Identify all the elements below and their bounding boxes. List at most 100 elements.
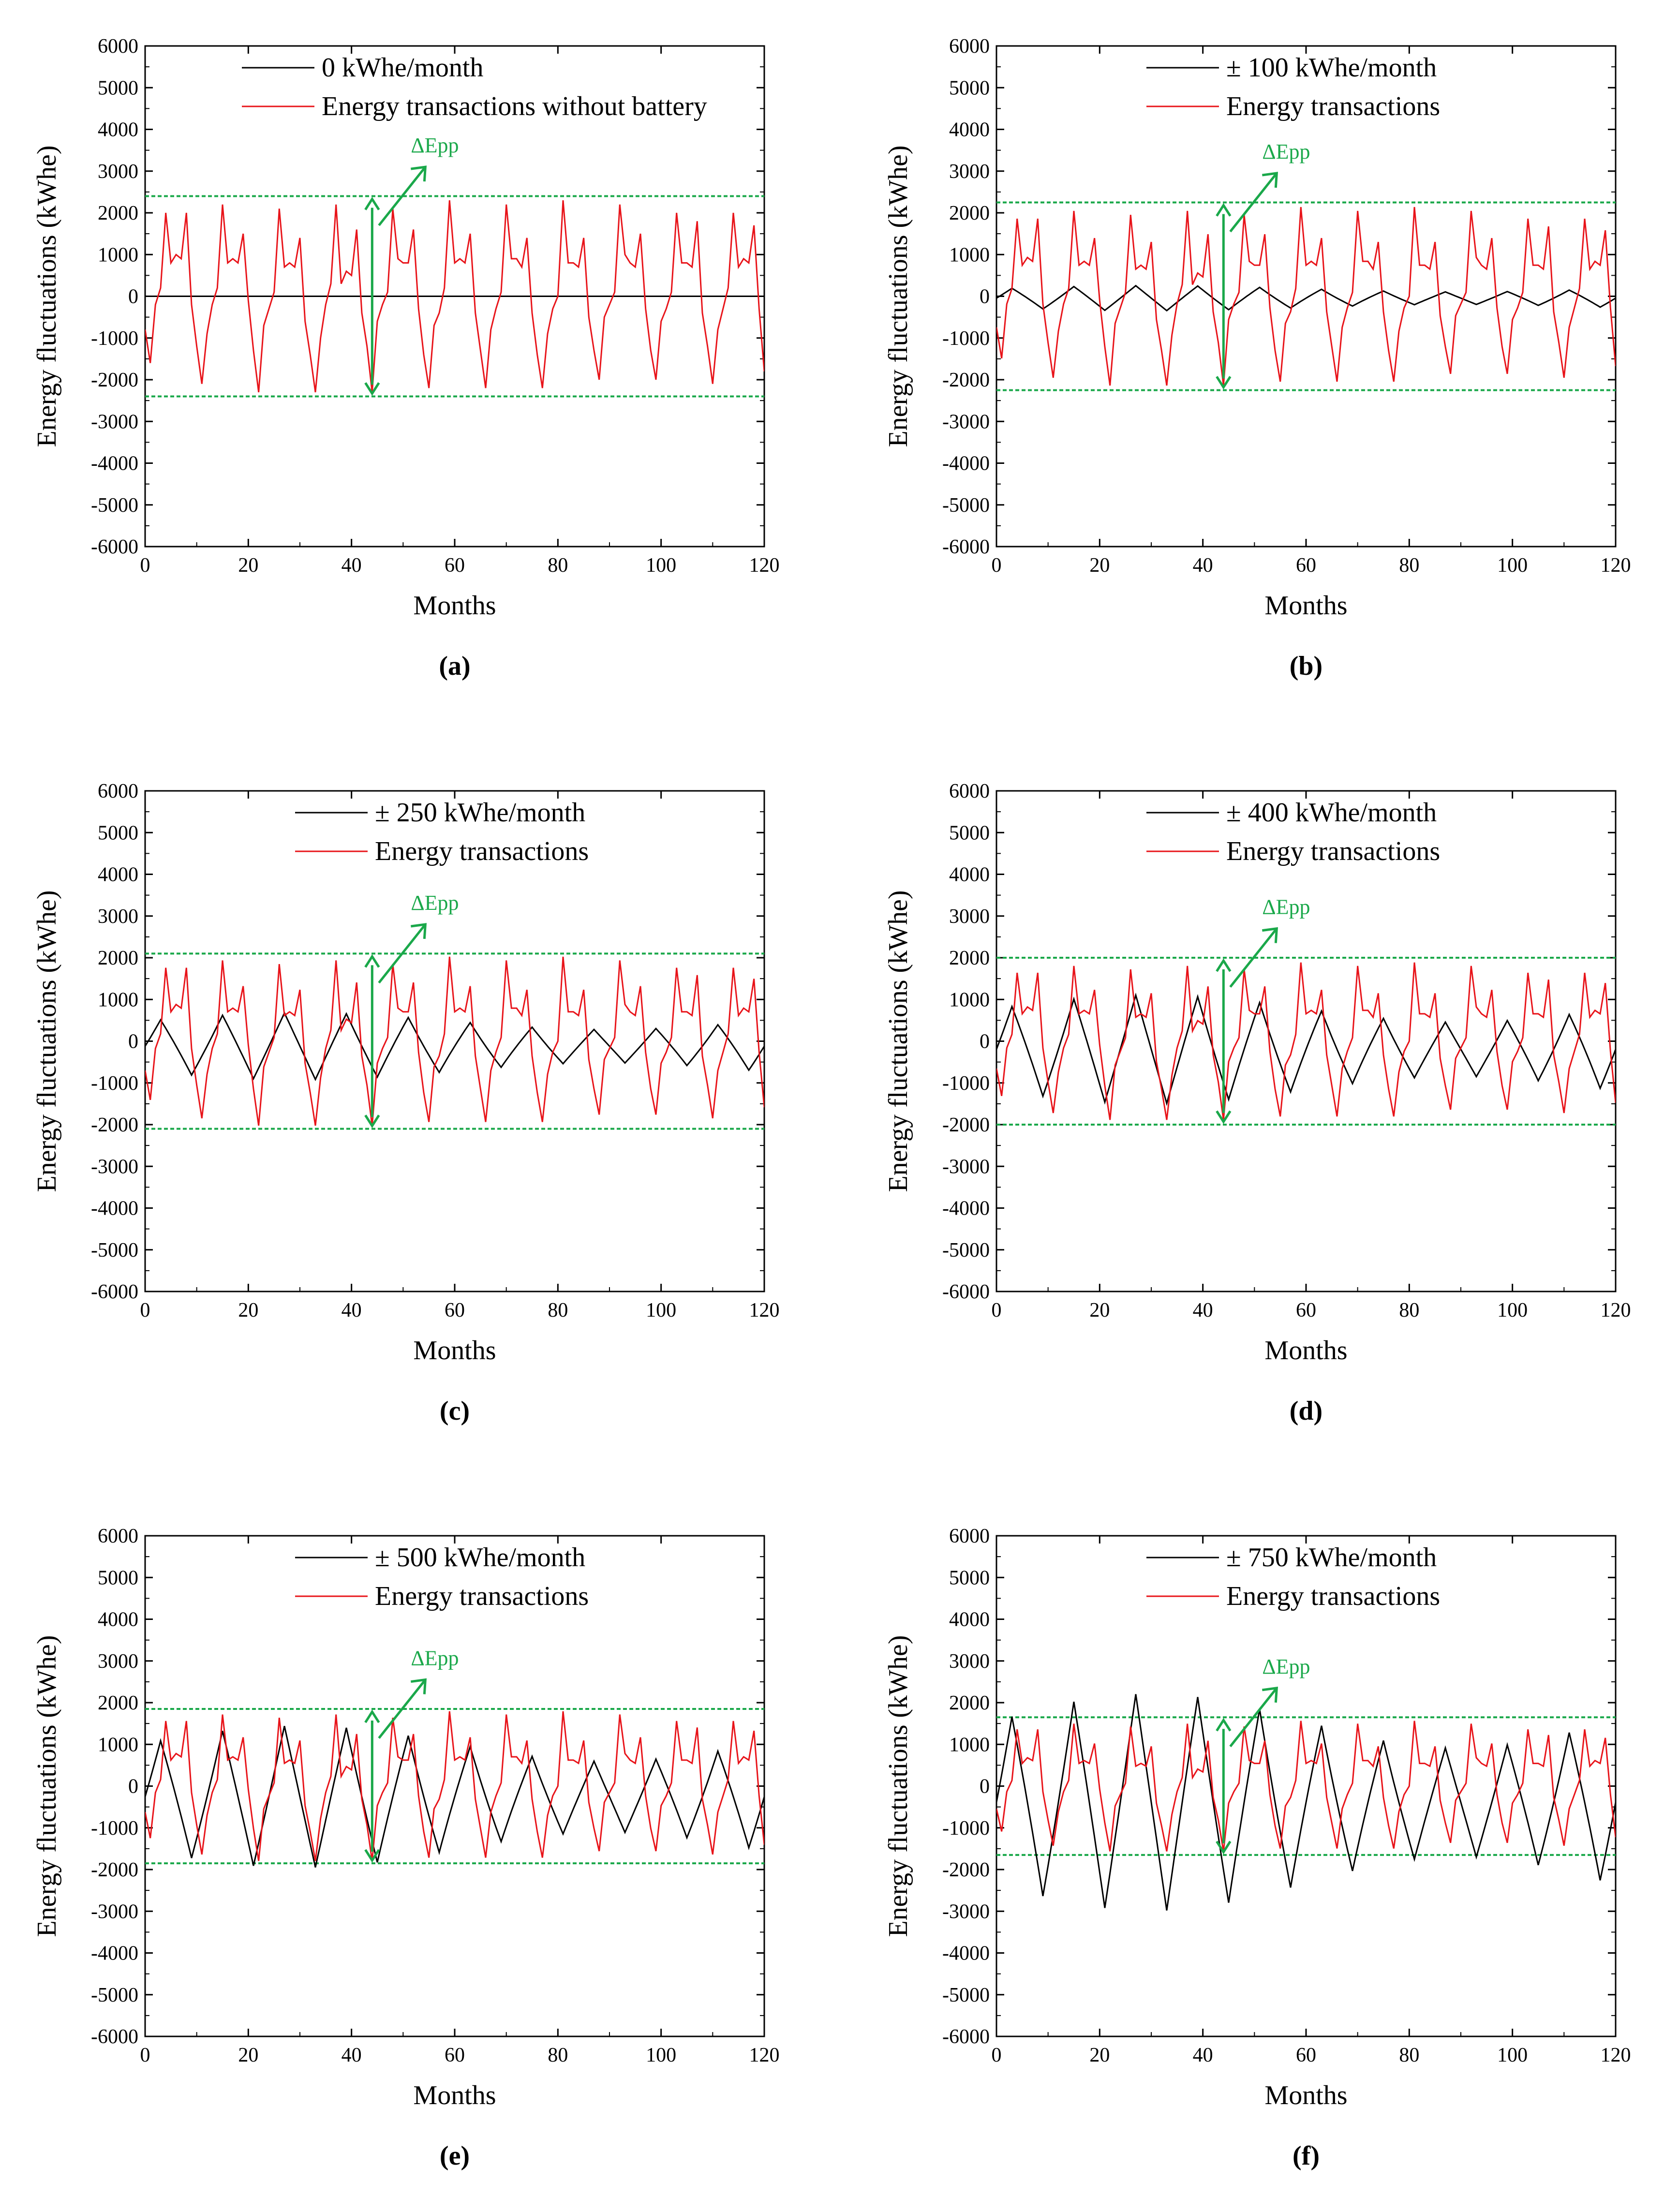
y-tick-label: -3000 [91, 411, 138, 433]
y-tick-label: 4000 [98, 1609, 138, 1631]
chart-panel-a: 6000 5000 4000 3000 2000 1000 0 -1000 -2000 -3000… [19, 29, 793, 706]
x-tick-label: 60 [1296, 554, 1316, 577]
data-layer [996, 962, 1616, 1120]
x-tick-label: 40 [342, 554, 362, 577]
x-axis-title: Months [1264, 2080, 1347, 2110]
y-tick-label: -6000 [942, 1281, 990, 1303]
y-tick-label: -3000 [942, 1900, 990, 1923]
y-tick-label: -2000 [942, 369, 990, 391]
y-tick-label: 2000 [949, 1692, 990, 1714]
y-tick-label: 1000 [949, 1734, 990, 1756]
delta-epp-arrowhead-top [364, 1709, 380, 1723]
legend-battery-label: ± 100 kWhe/month [1226, 53, 1437, 83]
transactions-series-line [145, 956, 764, 1126]
y-tick-label: 4000 [98, 119, 138, 141]
x-tick-label: 80 [548, 1299, 568, 1321]
x-tick-label: 100 [646, 554, 676, 577]
delta-epp-arrowhead-bottom [364, 1849, 380, 1863]
x-tick-label: 120 [1601, 554, 1631, 577]
y-tick-label: 1000 [949, 244, 990, 266]
y-tick-label: 1000 [949, 989, 990, 1011]
battery-series-line [145, 1011, 764, 1082]
legend-transactions-label: Energy transactions [375, 1581, 589, 1611]
y-tick-label: -6000 [942, 536, 990, 558]
y-tick-label: -5000 [942, 494, 990, 517]
data-layer [996, 1694, 1616, 1911]
y-tick-label: 2000 [98, 1692, 138, 1714]
x-tick-label: 120 [749, 2044, 780, 2066]
y-tick-label: 0 [980, 1031, 990, 1053]
panel-label: (b) [1290, 651, 1322, 681]
transactions-series-line [145, 1711, 764, 1861]
y-axis-title: Energy fluctuations (kWhe) [32, 1635, 62, 1937]
delta-epp-arrowhead-top [1216, 958, 1232, 972]
delta-epp-label: ΔEpp [1262, 140, 1310, 163]
y-tick-label: 1000 [98, 989, 138, 1011]
y-tick-label: 5000 [949, 822, 990, 844]
y-tick-label: -1000 [942, 1072, 990, 1095]
x-tick-label: 0 [992, 554, 1002, 577]
chart-svg-a: 6000500040003000200010000-1000-2000-3000… [32, 35, 780, 681]
data-layer [996, 207, 1616, 386]
y-tick-label: 6000 [949, 35, 990, 58]
y-tick-label: 0 [980, 1776, 990, 1798]
y-tick-label: -4000 [91, 1198, 138, 1220]
y-tick-label: 2000 [949, 202, 990, 224]
x-axis-title: Months [413, 591, 496, 621]
chart-svg-d: 6000500040003000200010000-1000-2000-3000… [883, 780, 1631, 1426]
y-tick-label: 0 [128, 1776, 138, 1798]
y-tick-label: -1000 [942, 1817, 990, 1840]
x-tick-label: 40 [1193, 1299, 1213, 1321]
x-axis-title: Months [1264, 1336, 1347, 1366]
y-tick-label: -4000 [942, 453, 990, 475]
delta-epp-label: ΔEpp [1262, 1655, 1310, 1678]
y-tick-label: 2000 [98, 202, 138, 224]
panel-label: (c) [440, 1396, 470, 1426]
x-axis-title: Months [413, 1336, 496, 1366]
chart-panel-d: 6000 5000 4000 3000 2000 1000 0 -1000 -2000 -3000… [871, 774, 1645, 1451]
delta-epp-pointer [1229, 928, 1278, 988]
y-tick-label: 1000 [98, 244, 138, 266]
delta-epp-arrowhead-top [364, 196, 380, 210]
transactions-series-line [996, 1721, 1616, 1852]
y-tick-label: 5000 [98, 1567, 138, 1589]
x-tick-label: 120 [749, 1299, 780, 1321]
delta-epp-arrowhead-bottom [1216, 1841, 1232, 1855]
y-tick-label: -1000 [942, 327, 990, 350]
y-tick-label: -5000 [91, 494, 138, 517]
y-tick-label: -1000 [91, 1817, 138, 1840]
data-layer [145, 1711, 764, 1868]
delta-epp-label: ΔEpp [411, 134, 459, 157]
legend-transactions-label: Energy transactions [1226, 91, 1440, 121]
y-tick-label: -4000 [91, 453, 138, 475]
y-tick-label: -6000 [942, 2026, 990, 2048]
x-tick-label: 20 [238, 2044, 258, 2066]
y-tick-label: -2000 [91, 1859, 138, 1881]
y-tick-label: 5000 [949, 1567, 990, 1589]
x-tick-label: 60 [445, 1299, 465, 1321]
x-tick-label: 0 [140, 1299, 150, 1321]
x-tick-label: 40 [342, 1299, 362, 1321]
x-tick-label: 40 [1193, 2044, 1213, 2066]
y-tick-label: -3000 [91, 1900, 138, 1923]
panel-label: (f) [1293, 2141, 1320, 2171]
y-tick-label: 0 [128, 286, 138, 308]
battery-series-line [996, 1694, 1616, 1911]
legend-transactions-label: Energy transactions [1226, 1581, 1440, 1611]
x-tick-label: 60 [445, 554, 465, 577]
delta-epp-pointer [1229, 1687, 1278, 1748]
y-tick-label: -3000 [91, 1156, 138, 1178]
y-tick-label: -1000 [91, 1072, 138, 1095]
x-tick-label: 120 [1601, 1299, 1631, 1321]
delta-epp-pointer [378, 923, 427, 984]
x-axis-title: Months [413, 2080, 496, 2110]
y-tick-label: -4000 [91, 1943, 138, 1965]
x-tick-label: 20 [1089, 1299, 1110, 1321]
y-tick-label: 6000 [949, 780, 990, 802]
y-tick-label: 0 [128, 1031, 138, 1053]
y-axis-title: Energy fluctuations (kWhe) [883, 890, 913, 1192]
x-tick-label: 40 [342, 2044, 362, 2066]
legend-transactions-label: Energy transactions [375, 836, 589, 866]
x-tick-label: 60 [1296, 2044, 1316, 2066]
delta-epp-arrowhead-bottom [1216, 376, 1232, 390]
